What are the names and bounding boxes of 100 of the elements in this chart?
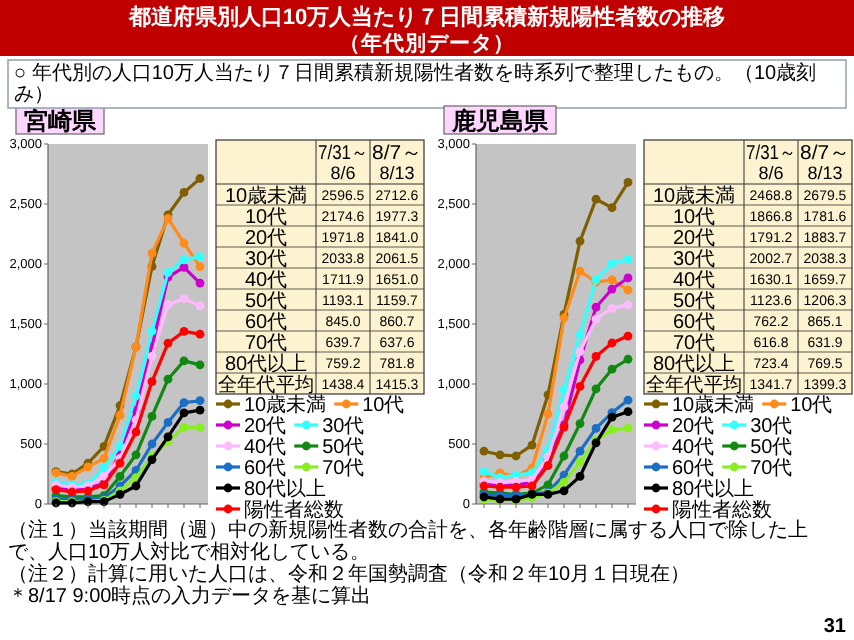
point xyxy=(575,266,585,276)
legend-label: 70代 xyxy=(750,458,793,480)
point xyxy=(591,352,601,361)
legend-label: 20代 xyxy=(672,416,715,438)
legend-label: 陽性者総数 xyxy=(672,498,772,522)
text: 都道府県別人口10万人当たり７日間累積新規陽性者数の推移 xyxy=(126,4,726,30)
text: （注１）当該期間（週）中の新規陽性者数の合計を、各年齢階層に属する人口で除した上で、人口10万人対比で相対化している。 xyxy=(8,518,808,564)
text: （注２）計算に用いた人口は、令和２年国勢調査（令和２年10月１日現在） xyxy=(8,562,691,586)
point xyxy=(195,405,205,415)
point xyxy=(527,440,537,450)
point xyxy=(163,300,173,310)
point xyxy=(591,314,601,324)
point xyxy=(575,457,585,467)
point xyxy=(511,451,521,461)
point xyxy=(163,374,173,384)
legend-label: 20代 xyxy=(244,416,287,438)
legend-label: 40代 xyxy=(244,437,287,459)
point xyxy=(623,300,633,310)
point xyxy=(591,424,601,433)
point xyxy=(607,203,617,213)
point xyxy=(623,273,633,283)
point xyxy=(163,418,173,427)
text: （年代別データ） xyxy=(339,30,515,56)
legend-label: 10代 xyxy=(362,395,405,417)
point xyxy=(179,294,189,303)
legend-label: 80代以上 xyxy=(672,477,755,501)
point xyxy=(115,458,125,468)
point xyxy=(543,409,553,419)
point xyxy=(131,481,141,491)
point xyxy=(147,412,157,421)
point xyxy=(195,174,205,183)
point xyxy=(195,301,205,311)
point xyxy=(179,326,189,336)
point xyxy=(147,352,157,361)
point xyxy=(179,238,189,248)
chart-title: 宮崎県 xyxy=(24,107,98,135)
point xyxy=(623,407,633,417)
text: 31 xyxy=(823,616,847,638)
text: ○ 年代別の人口10万人当たり７日間累積新規陽性者数を時系列で整理したもの。（10歳刻み） xyxy=(14,61,817,106)
point xyxy=(163,338,173,348)
point xyxy=(607,303,617,313)
point xyxy=(607,259,617,269)
legend-label: 50代 xyxy=(322,437,365,459)
point xyxy=(179,398,189,407)
point xyxy=(543,461,553,470)
point xyxy=(147,326,157,336)
legend-label: 10歳未満 xyxy=(672,393,755,417)
point xyxy=(195,423,205,432)
point xyxy=(195,262,205,272)
point xyxy=(559,402,569,412)
point xyxy=(479,446,489,456)
point xyxy=(179,408,189,418)
point xyxy=(479,467,489,476)
point xyxy=(623,331,633,341)
point xyxy=(591,194,601,204)
legend-label: 10歳未満 xyxy=(244,393,327,417)
point xyxy=(195,360,205,370)
point xyxy=(559,486,569,496)
point xyxy=(179,255,189,265)
point xyxy=(591,384,601,394)
legend-label: 40代 xyxy=(672,437,715,459)
text: ＊8/17 9:00時点の入力データを基に算出 xyxy=(8,584,372,608)
point xyxy=(607,338,617,348)
point xyxy=(115,410,125,420)
point xyxy=(607,275,617,285)
point xyxy=(575,472,585,481)
point xyxy=(163,432,173,442)
legend-label: 10代 xyxy=(790,395,833,417)
legend-label: 30代 xyxy=(322,416,365,438)
point xyxy=(195,278,205,288)
point xyxy=(575,236,585,246)
legend-label: 80代以上 xyxy=(244,477,327,501)
legend-label: 50代 xyxy=(750,437,793,459)
point xyxy=(607,364,617,374)
point xyxy=(591,302,601,312)
point xyxy=(623,285,633,295)
point xyxy=(131,427,141,437)
point xyxy=(115,442,125,451)
point xyxy=(99,454,109,463)
point xyxy=(131,391,141,401)
legend-label: 60代 xyxy=(244,458,287,480)
point xyxy=(559,478,569,487)
point xyxy=(575,419,585,428)
point xyxy=(623,395,633,405)
point xyxy=(623,354,633,364)
point xyxy=(607,412,617,422)
point xyxy=(131,450,141,460)
point xyxy=(195,252,205,262)
point xyxy=(147,377,157,386)
point xyxy=(179,188,189,197)
point xyxy=(575,446,585,456)
point xyxy=(607,425,617,435)
legend-label: 陽性者総数 xyxy=(244,498,344,522)
point xyxy=(179,422,189,432)
point xyxy=(147,248,157,258)
point xyxy=(575,330,585,340)
point xyxy=(575,347,585,356)
legend-label: 70代 xyxy=(322,458,365,480)
point xyxy=(195,329,205,339)
point xyxy=(147,439,157,449)
